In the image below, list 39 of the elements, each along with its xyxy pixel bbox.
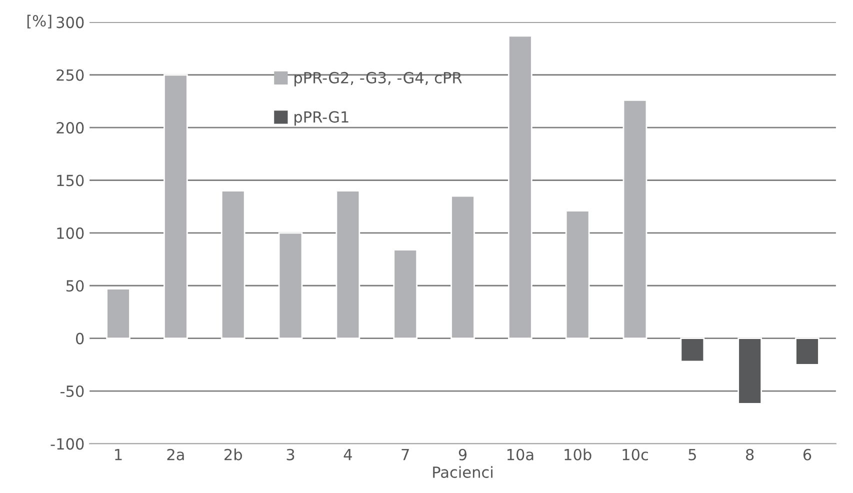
y-tick-label: 150 [57, 174, 84, 186]
bar [220, 190, 246, 340]
x-tick-label: 1 [115, 449, 122, 460]
y-tick-label: 0 [76, 332, 84, 344]
y-tick-label: 200 [56, 122, 84, 134]
bar [450, 195, 475, 340]
x-tick-label: 10c [622, 448, 648, 460]
bar [738, 338, 762, 404]
bar [680, 338, 705, 362]
bar [164, 74, 188, 340]
y-tick-label: -100 [50, 438, 84, 450]
x-tick-label: 2b [224, 448, 242, 460]
y-tick-label: 300 [56, 16, 84, 28]
bar [278, 232, 303, 340]
bar [393, 249, 418, 340]
bar [795, 338, 820, 366]
y-tick-label: 250 [56, 69, 84, 81]
x-tick-label: 8 [746, 448, 754, 460]
y-tick-label: -50 [60, 385, 84, 398]
x-axis-title: Pacienci [433, 466, 492, 478]
bar [106, 288, 130, 340]
x-tick-label: 7 [402, 449, 409, 460]
x-tick-label: 6 [803, 448, 812, 460]
y-tick-label: 100 [57, 227, 84, 239]
y-axis-title: [%] [27, 14, 52, 28]
bar [622, 99, 648, 340]
legend-label: pPR-G2, -G3, -G4, cPR [294, 72, 462, 86]
y-tick-label: 50 [66, 280, 84, 292]
bar [336, 190, 360, 340]
legend-label: pPR-G1 [294, 111, 348, 126]
x-tick-label: 4 [344, 449, 352, 460]
bar [565, 210, 590, 340]
bar [508, 35, 532, 340]
x-tick-label: 9 [458, 448, 467, 460]
x-tick-label: 10b [564, 448, 592, 460]
x-tick-label: 5 [688, 449, 696, 460]
x-tick-label: 2a [167, 448, 184, 460]
x-tick-label: 10a [507, 448, 534, 460]
x-tick-label: 3 [286, 448, 294, 460]
